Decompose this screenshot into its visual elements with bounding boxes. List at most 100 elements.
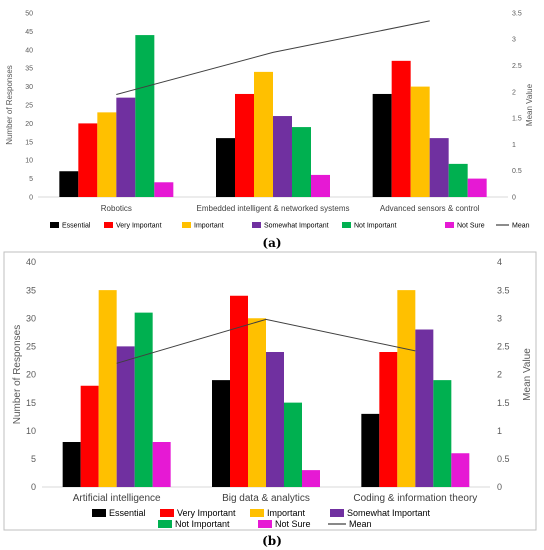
- bar-not-sure-big-data-analytics: [302, 470, 320, 487]
- category-label: Big data & analytics: [222, 493, 310, 504]
- panel-caption-a: (a): [262, 236, 281, 250]
- bar-not-sure-artificial-intelligence: [152, 442, 171, 487]
- bar-essential-advanced-sensors-control: [372, 93, 392, 197]
- y2-axis-title: Mean Value: [522, 348, 533, 401]
- chart-a: 0 5 10 15 20 25 30 35 40 45 50 0 0.5 1 1.5 2 2.5 3 3.5 Numb…: [5, 10, 534, 229]
- bar-not-important-embedded-intelligent-networked-systems: [292, 127, 311, 197]
- bar-important-big-data-analytics: [248, 318, 266, 487]
- bar-very-important-coding-information-theory: [379, 352, 398, 487]
- legend-swatch-very-important: [104, 222, 113, 228]
- panel-caption-b: (b): [262, 534, 282, 548]
- legend-swatch-not-sure: [445, 222, 454, 228]
- bar-somewhat-important-embedded-intelligent-networked-systems: [273, 116, 292, 197]
- category-label: Robotics: [101, 204, 132, 213]
- y-tick-label: 25: [26, 342, 36, 352]
- legend-label-important: Important: [194, 222, 224, 229]
- y-tick-label: 50: [25, 10, 33, 17]
- y2-tick-label: 3: [497, 313, 502, 323]
- y2-tick-label: 0: [512, 194, 516, 201]
- y-tick-label: 10: [26, 426, 36, 436]
- bar-not-sure-robotics: [154, 182, 174, 197]
- y-tick-label: 0: [29, 194, 33, 201]
- y2-tick-label: 2.5: [512, 63, 522, 70]
- legend-swatch-essential: [50, 222, 59, 228]
- legend-label-very-important: Very Important: [177, 508, 236, 518]
- bar-important-embedded-intelligent-networked-systems: [254, 71, 273, 197]
- y2-tick-label: 3.5: [512, 10, 522, 17]
- y-tick-label: 20: [26, 370, 36, 380]
- y-tick-label: 40: [25, 47, 33, 54]
- legend-label-essential: Essential: [62, 222, 91, 229]
- legend-label-somewhat-important: Somewhat Important: [347, 508, 431, 518]
- y-tick-label: 15: [26, 398, 36, 408]
- bar-not-important-big-data-analytics: [284, 402, 302, 487]
- y-tick-label: 25: [25, 102, 33, 109]
- y-tick-label: 45: [25, 29, 33, 36]
- bar-not-important-coding-information-theory: [433, 380, 452, 487]
- bar-essential-robotics: [59, 171, 79, 197]
- legend-label-essential: Essential: [109, 508, 146, 518]
- legend-label-not-sure: Not Sure: [275, 519, 311, 529]
- y-tick-label: 30: [26, 313, 36, 323]
- y2-tick-label: 3.5: [497, 285, 510, 295]
- bar-important-coding-information-theory: [397, 290, 416, 487]
- legend-label-mean: Mean: [512, 222, 530, 229]
- legend-label-mean: Mean: [349, 519, 372, 529]
- bar-very-important-robotics: [78, 123, 98, 197]
- bar-not-important-advanced-sensors-control: [448, 163, 468, 197]
- legend-swatch-not-sure: [258, 520, 272, 528]
- bar-not-sure-embedded-intelligent-networked-systems: [311, 174, 330, 197]
- legend-swatch-very-important: [160, 509, 174, 517]
- bar-somewhat-important-robotics: [116, 97, 136, 197]
- bar-essential-coding-information-theory: [361, 413, 380, 487]
- bar-essential-artificial-intelligence: [62, 442, 81, 487]
- y-tick-label: 20: [25, 121, 33, 128]
- y-tick-label: 15: [25, 139, 33, 146]
- y-tick-label: 40: [26, 257, 36, 267]
- bar-very-important-advanced-sensors-control: [391, 60, 411, 198]
- y-axis-title: Number of Responses: [5, 65, 14, 145]
- y2-tick-label: 2: [512, 89, 516, 96]
- y-tick-label: 5: [31, 454, 36, 464]
- y2-tick-label: 1: [497, 426, 502, 436]
- y2-tick-label: 2.5: [497, 342, 510, 352]
- y2-tick-label: 0.5: [497, 454, 510, 464]
- y2-tick-label: 0: [497, 482, 502, 492]
- legend-swatch-not-important: [342, 222, 351, 228]
- bar-important-artificial-intelligence: [98, 290, 117, 487]
- bar-essential-big-data-analytics: [212, 380, 230, 487]
- legend-label-important: Important: [267, 508, 306, 518]
- bar-not-sure-advanced-sensors-control: [467, 178, 487, 197]
- legend-label-not-sure: Not Sure: [457, 222, 485, 229]
- category-label: Coding & information theory: [353, 493, 477, 504]
- legend-swatch-important: [250, 509, 264, 517]
- legend-label-not-important: Not Important: [175, 519, 230, 529]
- bar-not-sure-coding-information-theory: [451, 453, 470, 487]
- y-axis-title: Number of Responses: [12, 325, 23, 425]
- bar-somewhat-important-big-data-analytics: [266, 352, 284, 487]
- panel-b-frame: [3, 251, 537, 531]
- y2-axis-title: Mean Value: [525, 83, 534, 126]
- y2-tick-label: 0.5: [512, 168, 522, 175]
- y2-tick-label: 1.5: [497, 398, 510, 408]
- legend-label-very-important: Very Important: [116, 222, 162, 229]
- legend-label-not-important: Not Important: [354, 222, 396, 229]
- y2-tick-label: 3: [512, 37, 516, 44]
- y-tick-label: 30: [25, 84, 33, 91]
- bar-not-important-robotics: [135, 35, 155, 197]
- y-tick-label: 35: [26, 285, 36, 295]
- bar-very-important-embedded-intelligent-networked-systems: [235, 93, 254, 197]
- y-tick-label: 35: [25, 66, 33, 73]
- mean-line: [116, 20, 430, 95]
- y2-tick-label: 1: [512, 142, 516, 149]
- category-label: Advanced sensors & control: [380, 204, 480, 213]
- legend-label-somewhat-important: Somewhat Important: [264, 222, 329, 229]
- mean-line: [116, 318, 416, 364]
- bar-not-important-artificial-intelligence: [134, 312, 153, 487]
- y-tick-label: 10: [25, 158, 33, 165]
- category-label: Artificial intelligence: [73, 493, 161, 504]
- bar-somewhat-important-coding-information-theory: [415, 329, 434, 487]
- bar-somewhat-important-artificial-intelligence: [116, 346, 135, 487]
- y-tick-label: 5: [29, 176, 33, 183]
